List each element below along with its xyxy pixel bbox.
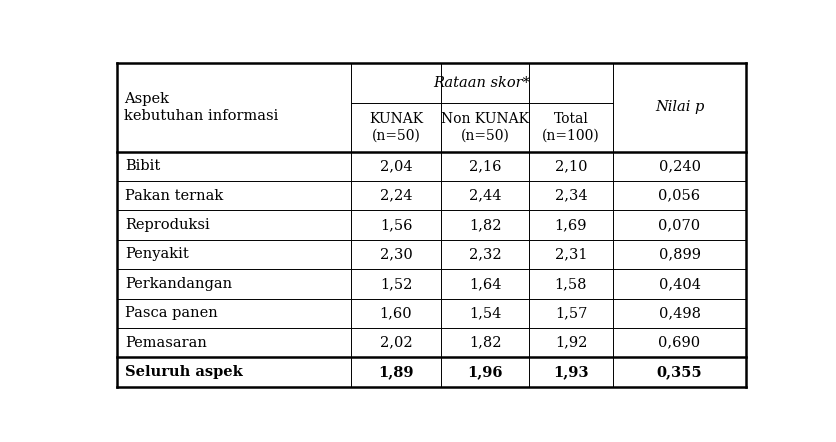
- Text: 1,96: 1,96: [467, 365, 503, 379]
- Text: Rataan skor*: Rataan skor*: [433, 76, 530, 90]
- Text: Pasca panen: Pasca panen: [125, 306, 218, 320]
- Text: Seluruh aspek: Seluruh aspek: [125, 365, 243, 379]
- Text: Total
(n=100): Total (n=100): [542, 112, 600, 142]
- Text: 2,30: 2,30: [380, 248, 412, 262]
- Text: Perkandangan: Perkandangan: [125, 277, 232, 291]
- Text: 0,240: 0,240: [659, 160, 701, 173]
- Text: 1,69: 1,69: [555, 218, 587, 232]
- Text: Aspek
kebutuhan informasi: Aspek kebutuhan informasi: [124, 92, 278, 122]
- Text: Reproduksi: Reproduksi: [125, 218, 210, 232]
- Text: 1,56: 1,56: [380, 218, 412, 232]
- Text: 1,52: 1,52: [380, 277, 412, 291]
- Text: 2,16: 2,16: [469, 160, 502, 173]
- Text: 2,10: 2,10: [555, 160, 587, 173]
- Text: 1,57: 1,57: [555, 306, 587, 320]
- Text: 0,355: 0,355: [657, 365, 702, 379]
- Text: 2,04: 2,04: [380, 160, 412, 173]
- Text: 1,82: 1,82: [469, 218, 502, 232]
- Text: 2,31: 2,31: [555, 248, 587, 262]
- Text: 0,070: 0,070: [659, 218, 701, 232]
- Text: Nilai p: Nilai p: [655, 100, 704, 114]
- Text: 1,64: 1,64: [469, 277, 502, 291]
- Text: 1,82: 1,82: [469, 335, 502, 350]
- Text: Penyakit: Penyakit: [125, 248, 189, 262]
- Text: 1,54: 1,54: [469, 306, 502, 320]
- Text: 1,89: 1,89: [379, 365, 414, 379]
- Text: 1,92: 1,92: [555, 335, 587, 350]
- Text: 0,404: 0,404: [659, 277, 701, 291]
- Text: Pemasaran: Pemasaran: [125, 335, 207, 350]
- Text: Pakan ternak: Pakan ternak: [125, 189, 223, 203]
- Text: KUNAK
(n=50): KUNAK (n=50): [369, 112, 423, 142]
- Text: 1,93: 1,93: [553, 365, 589, 379]
- Text: 0,056: 0,056: [659, 189, 701, 203]
- Text: 0,899: 0,899: [659, 248, 701, 262]
- Text: 2,02: 2,02: [380, 335, 412, 350]
- Text: 2,32: 2,32: [469, 248, 502, 262]
- Text: Non KUNAK
(n=50): Non KUNAK (n=50): [441, 112, 529, 142]
- Text: Bibit: Bibit: [125, 160, 161, 173]
- Text: 1,58: 1,58: [555, 277, 587, 291]
- Text: 2,44: 2,44: [469, 189, 502, 203]
- Text: 0,690: 0,690: [659, 335, 701, 350]
- Text: 0,498: 0,498: [659, 306, 701, 320]
- Text: 1,60: 1,60: [380, 306, 412, 320]
- Text: 2,24: 2,24: [380, 189, 412, 203]
- Text: 2,34: 2,34: [554, 189, 588, 203]
